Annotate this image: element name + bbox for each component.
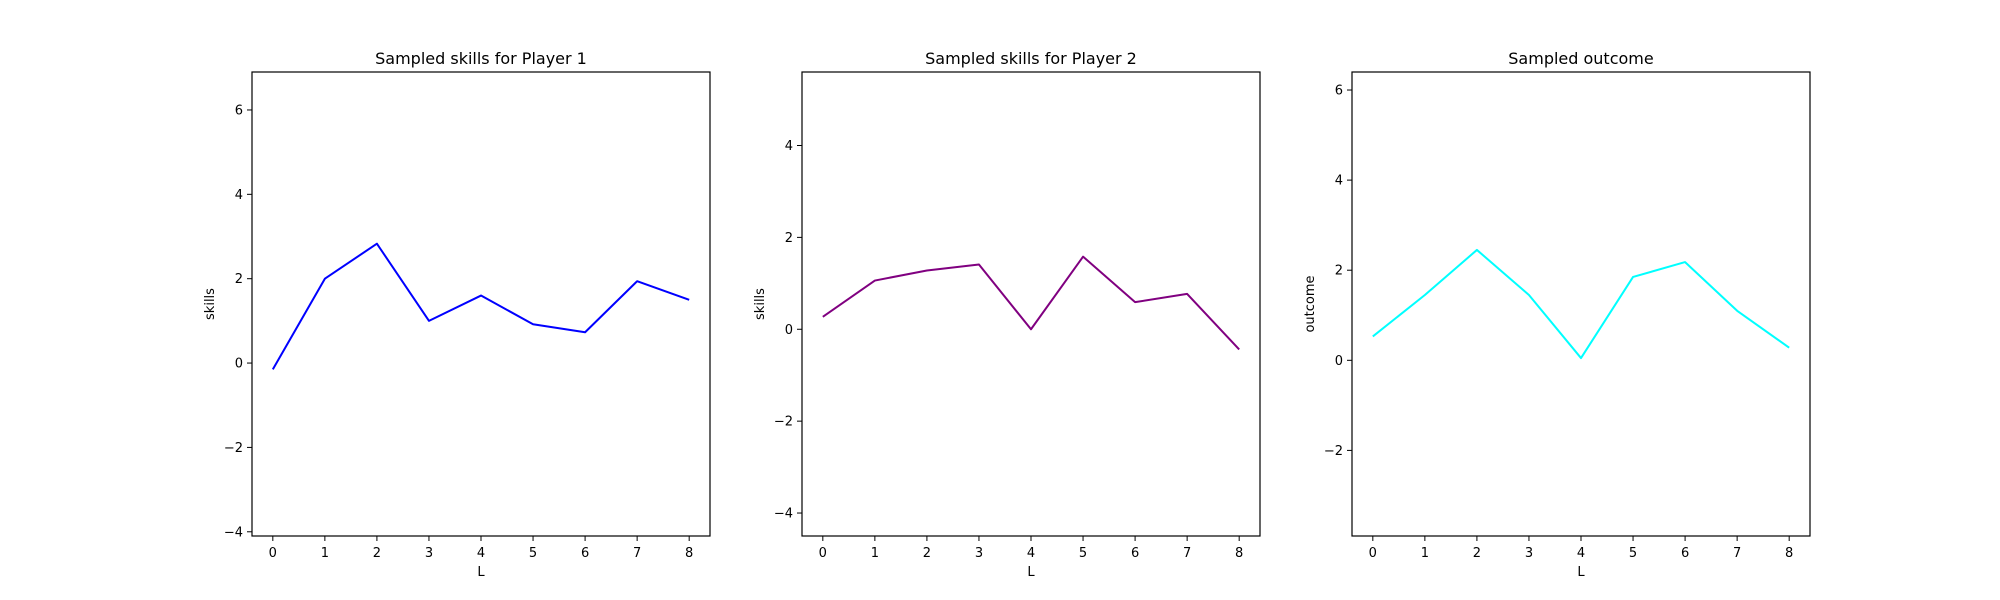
x-tick-label: 6 xyxy=(1131,546,1139,561)
y-tick-label: 4 xyxy=(1335,174,1343,189)
x-tick-label: 3 xyxy=(425,546,433,561)
chart-title: Sampled outcome xyxy=(1508,49,1653,68)
series-line xyxy=(271,242,690,370)
y-tick-label: −2 xyxy=(224,441,243,456)
x-axis-label: L xyxy=(1027,565,1035,580)
y-tick-label: 0 xyxy=(785,323,793,338)
x-tick-label: 1 xyxy=(1421,546,1429,561)
y-tick-label: 6 xyxy=(235,103,243,118)
x-tick-label: 1 xyxy=(321,546,329,561)
y-tick-label: 4 xyxy=(235,188,243,203)
x-tick-label: 7 xyxy=(633,546,641,561)
y-axis-label: skills xyxy=(753,288,768,320)
x-tick-label: 8 xyxy=(1785,546,1793,561)
y-tick-label: 6 xyxy=(1335,84,1343,99)
y-tick-label: −2 xyxy=(774,415,793,430)
x-tick-label: 1 xyxy=(871,546,879,561)
x-tick-label: 8 xyxy=(1235,546,1243,561)
x-tick-label: 2 xyxy=(1473,546,1481,561)
y-tick-label: 2 xyxy=(235,272,243,287)
x-tick-label: 0 xyxy=(1369,546,1377,561)
chart-panel-2: Sampled skills for Player 2 0 1 2 3 4 5 6 7 8 −4 −2… xyxy=(753,49,1261,580)
series-line xyxy=(1372,248,1790,360)
y-tick-label: −4 xyxy=(224,525,243,540)
y-tick-label: −4 xyxy=(774,507,793,522)
x-tick-label: 5 xyxy=(1629,546,1637,561)
y-tick-label: 2 xyxy=(785,231,793,246)
y-tick-label: −2 xyxy=(1324,444,1343,459)
y-axis-label: outcome xyxy=(1303,275,1318,332)
x-tick-label: 4 xyxy=(477,546,485,561)
series-line xyxy=(822,255,1240,351)
y-tick-label: 2 xyxy=(1335,264,1343,279)
x-tick-label: 6 xyxy=(581,546,589,561)
chart-title: Sampled skills for Player 2 xyxy=(925,49,1137,68)
x-tick-label: 7 xyxy=(1733,546,1741,561)
x-tick-label: 3 xyxy=(1525,546,1533,561)
x-tick-label: 7 xyxy=(1183,546,1191,561)
x-tick-label: 5 xyxy=(1079,546,1087,561)
x-tick-label: 5 xyxy=(529,546,537,561)
x-tick-label: 6 xyxy=(1681,546,1689,561)
y-tick-label: 0 xyxy=(1335,354,1343,369)
y-axis-label: skills xyxy=(203,288,218,320)
y-tick-label: 0 xyxy=(235,357,243,372)
y-tick-label: 4 xyxy=(785,139,793,154)
x-tick-label: 2 xyxy=(923,546,931,561)
chart-panel-1: Sampled skills for Player 1 0 1 2 3 4 5 6 7 8 −4 −2… xyxy=(203,49,711,580)
x-axis-label: L xyxy=(477,565,485,580)
chart-title: Sampled skills for Player 1 xyxy=(375,49,587,68)
x-tick-label: 8 xyxy=(685,546,693,561)
x-axis-label: L xyxy=(1577,565,1585,580)
x-tick-label: 0 xyxy=(269,546,277,561)
x-tick-label: 0 xyxy=(819,546,827,561)
x-tick-label: 3 xyxy=(975,546,983,561)
x-tick-label: 2 xyxy=(373,546,381,561)
x-tick-label: 4 xyxy=(1027,546,1035,561)
x-tick-label: 4 xyxy=(1577,546,1585,561)
